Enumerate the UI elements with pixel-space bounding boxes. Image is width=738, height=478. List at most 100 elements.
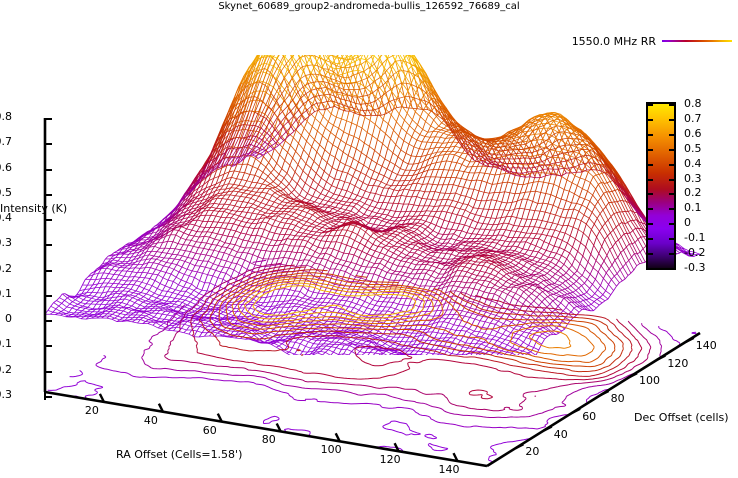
colorbar-tick	[646, 193, 653, 196]
axis-tick	[628, 372, 638, 379]
axis-tick	[685, 336, 695, 343]
colorbar-tick	[669, 133, 676, 136]
z-axis-tick	[44, 193, 52, 196]
axis-tick	[543, 425, 553, 432]
axis-tick	[514, 443, 524, 450]
colorbar-tick	[669, 178, 676, 181]
axis-tick-label: 20	[525, 445, 540, 459]
page-title: Skynet_60689_group2-andromeda-bullis_126…	[218, 1, 520, 12]
axis-tick	[452, 452, 459, 462]
z-axis-tick	[44, 396, 52, 398]
colorbar-tick-label: 0.3	[684, 171, 702, 185]
z-axis-tick-label: 0.5	[0, 185, 12, 199]
legend-color-swatch	[662, 40, 732, 42]
axis-tick	[393, 442, 400, 452]
axis-tick	[275, 422, 282, 433]
axis-tick	[216, 413, 223, 423]
colorbar-tick	[669, 193, 676, 196]
colorbar-tick	[646, 238, 653, 241]
z-axis-tick	[44, 118, 52, 120]
z-axis-line	[44, 118, 46, 400]
colorbar-tick	[646, 148, 653, 151]
axis-tick-label: 40	[553, 427, 568, 441]
z-axis-tick-label: 0.4	[0, 211, 12, 225]
legend: 1550.0 MHz RR	[470, 33, 732, 49]
z-axis-tick-label: -0.2	[0, 362, 12, 376]
colorbar-tick-label: 0.5	[684, 141, 702, 155]
colorbar-tick	[669, 223, 676, 226]
z-axis-tick	[44, 294, 52, 297]
colorbar-tick-label: 0	[684, 216, 691, 230]
axis-tick-label: 60	[582, 409, 597, 423]
colorbar-tick-label: 0.8	[684, 97, 702, 110]
intensity-colorbar: 0.8 0.7 0.6 0.5 0.4 0.3 0.2 0.1 0 -0.1 -0.2 -0.3	[646, 98, 736, 274]
legend-entry-label: 1550.0 MHz RR	[571, 34, 656, 48]
colorbar-tick-label: 0.1	[684, 201, 702, 215]
colorbar-tick	[669, 208, 676, 211]
axis-tick	[157, 403, 164, 413]
z-axis-tick	[44, 320, 52, 323]
axis-tick-label: 100	[320, 443, 342, 457]
colorbar-tick	[646, 208, 653, 211]
colorbar-tick-label: -0.3	[684, 261, 706, 274]
z-axis-tick-label: 0	[5, 312, 12, 326]
z-axis: 0.8 0.7 0.6 0.5 0.4 0.3 0.2 0.1 0 -0.1 -0.2 -0.3	[0, 110, 60, 401]
colorbar-tick	[669, 104, 676, 106]
colorbar-tick-label: -0.2	[684, 246, 706, 260]
axis-tick-label: 80	[610, 392, 625, 406]
dec-axis-title: Dec Offset (cells)	[634, 411, 729, 424]
z-axis-tick-label: -0.3	[0, 388, 12, 401]
colorbar-tick	[646, 268, 653, 270]
z-axis-tick-label: -0.1	[0, 337, 12, 351]
z-axis-tick	[44, 269, 52, 272]
colorbar-gradient	[646, 102, 676, 270]
wireframe-mesh	[44, 55, 700, 355]
z-axis-tick-label: 0.8	[0, 110, 12, 123]
colorbar-tick	[646, 253, 653, 256]
z-axis-tick	[44, 168, 52, 171]
colorbar-tick	[646, 223, 653, 226]
axis-tick-label: 80	[261, 433, 276, 447]
z-axis-tick	[44, 370, 52, 373]
z-axis-tick	[44, 219, 52, 222]
axis-tick-label: 120	[379, 453, 401, 467]
colorbar-tick	[646, 163, 653, 166]
z-axis-tick	[44, 143, 52, 146]
colorbar-tick	[646, 178, 653, 181]
colorbar-tick	[669, 268, 676, 270]
colorbar-tick	[646, 118, 653, 121]
z-axis-tick	[44, 345, 52, 348]
ra-axis-title: RA Offset (Cells=1.58')	[116, 448, 243, 461]
axis-tick-label: 40	[143, 413, 158, 427]
axis-tick-label: 60	[202, 423, 217, 437]
axis-tick	[571, 407, 581, 414]
axis-tick-label: 120	[667, 356, 689, 370]
axis-tick	[334, 432, 341, 442]
z-axis-tick-label: 0.6	[0, 160, 12, 174]
colorbar-tick	[646, 133, 653, 136]
contour-projection	[47, 259, 698, 463]
colorbar-tick-label: 0.4	[684, 156, 702, 170]
colorbar-tick-label: -0.1	[684, 231, 706, 245]
z-axis-tick	[44, 244, 52, 247]
colorbar-tick	[669, 238, 676, 241]
axis-tick	[98, 393, 105, 403]
z-axis-tick-label: 0.1	[0, 286, 12, 300]
colorbar-tick-label: 0.7	[684, 111, 702, 125]
axis-tick-label: 20	[84, 403, 99, 417]
z-axis-tick-label: 0.2	[0, 261, 12, 275]
z-axis-tick-label: 0.7	[0, 135, 12, 149]
colorbar-tick-label: 0.6	[684, 126, 702, 140]
z-axis-title: Intensity (K)	[0, 202, 68, 215]
colorbar-tick	[669, 118, 676, 121]
z-axis-tick-label: 0.3	[0, 236, 12, 250]
axis-tick-label: 140	[438, 463, 460, 477]
axis-tick-label: 100	[639, 374, 660, 388]
axis-tick-label: 140	[695, 338, 717, 352]
axis-tick	[656, 354, 666, 361]
axis-tick	[600, 390, 610, 397]
colorbar-tick	[669, 253, 676, 256]
base-axis-ticks	[98, 336, 695, 462]
